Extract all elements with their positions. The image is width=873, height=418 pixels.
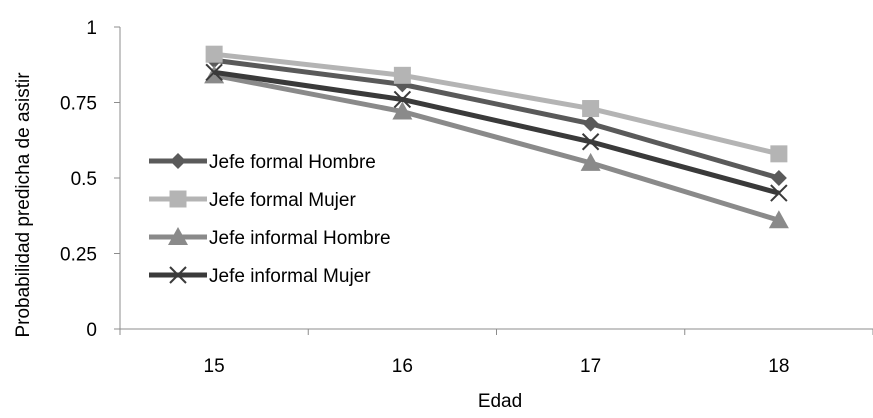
x-tick-label: 18 bbox=[768, 356, 789, 377]
series-line bbox=[213, 57, 780, 181]
legend-item: Jefe formal Hombre bbox=[149, 152, 376, 173]
data-point bbox=[582, 115, 599, 132]
series-4 bbox=[205, 63, 788, 202]
data-point bbox=[580, 152, 601, 171]
series-layer bbox=[204, 45, 789, 229]
legend-item: Jefe formal Mujer bbox=[149, 190, 356, 211]
legend-label: Jefe formal Mujer bbox=[209, 190, 356, 211]
x-axis-title: Edad bbox=[478, 391, 522, 412]
data-point bbox=[770, 145, 788, 163]
data-point bbox=[393, 66, 411, 84]
data-point bbox=[205, 45, 223, 63]
data-point bbox=[582, 100, 600, 118]
series-line bbox=[213, 72, 780, 223]
legend-item: Jefe informal Mujer bbox=[149, 266, 371, 287]
data-point bbox=[205, 63, 223, 82]
y-tick-label: 0.75 bbox=[60, 94, 97, 115]
data-point bbox=[770, 170, 787, 186]
legend-marker bbox=[168, 227, 188, 245]
series-line bbox=[213, 69, 780, 196]
legend-label: Jefe informal Hombre bbox=[209, 228, 391, 249]
data-point bbox=[768, 210, 789, 229]
data-point bbox=[392, 101, 413, 120]
x-tick-label: 17 bbox=[580, 356, 601, 377]
series-2 bbox=[205, 45, 788, 163]
legend-label: Jefe informal Mujer bbox=[209, 266, 371, 287]
y-tick-label: 0.25 bbox=[60, 245, 97, 266]
legend-marker bbox=[169, 266, 187, 284]
data-point bbox=[393, 90, 412, 109]
legend-marker bbox=[170, 153, 186, 169]
y-tick-label: 0.5 bbox=[71, 169, 97, 190]
data-point bbox=[581, 133, 600, 151]
x-tick-label: 16 bbox=[392, 356, 413, 377]
series-line bbox=[213, 51, 780, 157]
x-tick-label: 15 bbox=[204, 356, 225, 377]
legend-label: Jefe formal Hombre bbox=[209, 152, 376, 173]
y-tick-label: 0 bbox=[86, 320, 97, 341]
data-point bbox=[770, 184, 788, 202]
legend-item: Jefe informal Hombre bbox=[149, 227, 391, 249]
y-axis-title: Probabilidad predicha de asistir bbox=[13, 72, 34, 338]
legend: Jefe formal Hombre Jefe formal Mujer Jefe … bbox=[149, 152, 391, 287]
x-axis: 15 16 17 18 bbox=[119, 328, 873, 377]
legend-marker bbox=[169, 190, 187, 208]
y-axis: 0 0.25 0.5 0.75 1 bbox=[60, 18, 121, 341]
y-tick-label: 1 bbox=[86, 18, 97, 39]
